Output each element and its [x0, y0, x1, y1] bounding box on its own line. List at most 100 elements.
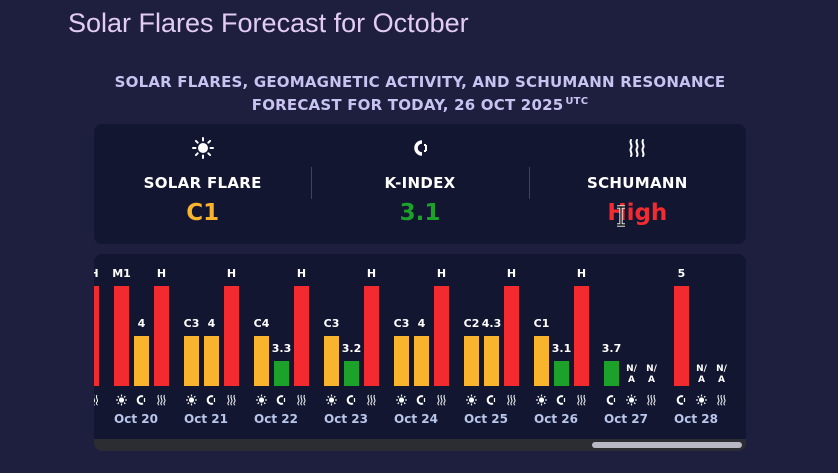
chart-scrollbar[interactable]: [94, 439, 746, 451]
waves-icon: [626, 137, 648, 159]
sun-icon: [256, 394, 267, 406]
chart-bar-kindex[interactable]: [274, 361, 289, 386]
chart-bar-flare[interactable]: [114, 286, 129, 386]
chart-bar-label: N/: [696, 364, 708, 374]
chart-bar-schumann[interactable]: [574, 286, 589, 386]
chart-bar-label: 4: [418, 317, 426, 330]
chart-bar-flare[interactable]: [324, 336, 339, 386]
waves-icon: [297, 394, 306, 406]
k-index-value: 3.1: [399, 200, 441, 226]
chart-bar-kindex[interactable]: [344, 361, 359, 386]
waves-icon: [227, 394, 236, 406]
chart-date-label: Oct 21: [184, 412, 228, 426]
chart-bar-kindex[interactable]: [204, 336, 219, 386]
chart-bar-label: 4: [208, 317, 216, 330]
chart-bar-label: C4: [254, 317, 270, 330]
chart-bar-schumann[interactable]: [504, 286, 519, 386]
chart-bar-label: M1: [112, 267, 131, 280]
chart-bar-label: 5: [678, 267, 686, 280]
chart-bar-flare[interactable]: [394, 336, 409, 386]
solar-flare-value: C1: [186, 200, 220, 226]
chart-bar-schumann[interactable]: [364, 286, 379, 386]
magnet-icon: [676, 395, 686, 405]
chart-bar-label: N/: [716, 364, 728, 374]
chart-bar-schumann[interactable]: [154, 286, 169, 386]
magnet-icon: [206, 395, 216, 405]
chart-date-label: Oct 23: [324, 412, 368, 426]
chart-bar-kindex[interactable]: [554, 361, 569, 386]
chart-bar-label: H: [227, 267, 236, 280]
forecast-subtitle: SOLAR FLARES, GEOMAGNETIC ACTIVITY, AND …: [94, 72, 746, 115]
k-index-label: K-INDEX: [384, 174, 456, 192]
chart-bar-label: C2: [464, 317, 480, 330]
chart-bar-label: H: [297, 267, 306, 280]
chart-bar-label: N/: [626, 364, 638, 374]
magnet-icon: [416, 395, 426, 405]
chart-date-label: Oct 22: [254, 412, 298, 426]
chart-bar-flare[interactable]: [464, 336, 479, 386]
chart-bar-kindex[interactable]: [414, 336, 429, 386]
chart-bar-label: A: [648, 375, 655, 385]
magnet-icon: [136, 395, 146, 405]
sun-icon: [696, 394, 707, 406]
waves-icon: [367, 394, 376, 406]
sun-icon: [326, 394, 337, 406]
chart-bar-kindex[interactable]: [134, 336, 149, 386]
chart-bar-label: A: [628, 375, 635, 385]
magnet-icon: [606, 395, 616, 405]
chart-bar-label: 4: [138, 317, 146, 330]
waves-icon: [647, 394, 656, 406]
chart-bar-schumann[interactable]: [224, 286, 239, 386]
chart-date-label: Oct 25: [464, 412, 508, 426]
chart-date-label: Oct 24: [394, 412, 438, 426]
chart-bar-kindex[interactable]: [604, 361, 619, 386]
chart-bar-label: H: [94, 267, 99, 280]
chart-bar-label: N/: [646, 364, 658, 374]
waves-icon: [717, 394, 726, 406]
sun-icon: [466, 394, 477, 406]
chart-bar-schumann[interactable]: [434, 286, 449, 386]
chart-bar-kindex[interactable]: [674, 286, 689, 386]
subtitle-line-2: FORECAST FOR TODAY, 26 OCT 2025 UTC: [94, 92, 746, 115]
chart-scrollbar-thumb[interactable]: [592, 442, 742, 448]
chart-bar-label: 4.3: [482, 317, 502, 330]
chart-bar-flare[interactable]: [254, 336, 269, 386]
sun-icon: [536, 394, 547, 406]
chart-bar-flare[interactable]: [534, 336, 549, 386]
chart-date-label: Oct 27: [604, 412, 648, 426]
chart-date-label: Oct 20: [114, 412, 158, 426]
sun-icon: [396, 394, 407, 406]
chart-bar-flare[interactable]: [184, 336, 199, 386]
sun-icon: [186, 394, 197, 406]
page-title: Solar Flares Forecast for October: [68, 8, 469, 38]
chart-bar-schumann[interactable]: [294, 286, 309, 386]
magnet-icon: [346, 395, 356, 405]
chart-bar-label: 3.1: [552, 342, 572, 355]
chart-bar-kindex[interactable]: [484, 336, 499, 386]
subtitle-date: FORECAST FOR TODAY, 26 OCT 2025: [251, 96, 564, 114]
chart-bar-label: C3: [394, 317, 410, 330]
waves-icon: [94, 394, 99, 406]
waves-icon: [577, 394, 586, 406]
waves-icon: [157, 394, 166, 406]
schumann-value: High: [607, 200, 668, 226]
sun-icon: [626, 394, 637, 406]
waves-icon: [507, 394, 516, 406]
chart-bar-label: C1: [534, 317, 550, 330]
chart-date-label: Oct 26: [534, 412, 578, 426]
chart-bar-label: A: [718, 375, 725, 385]
chart-bar-label: 3.7: [602, 342, 622, 355]
sun-icon: [116, 394, 127, 406]
magnet-icon: [409, 137, 431, 159]
chart-bar-label: H: [157, 267, 166, 280]
schumann-label: SCHUMANN: [587, 174, 688, 192]
magnet-icon: [276, 395, 286, 405]
chart-bar-label: C3: [324, 317, 340, 330]
magnet-icon: [486, 395, 496, 405]
chart-date-label: Oct 28: [674, 412, 718, 426]
subtitle-line-1: SOLAR FLARES, GEOMAGNETIC ACTIVITY, AND …: [114, 73, 726, 91]
chart-bar-label: H: [577, 267, 586, 280]
sun-icon: [191, 137, 214, 159]
